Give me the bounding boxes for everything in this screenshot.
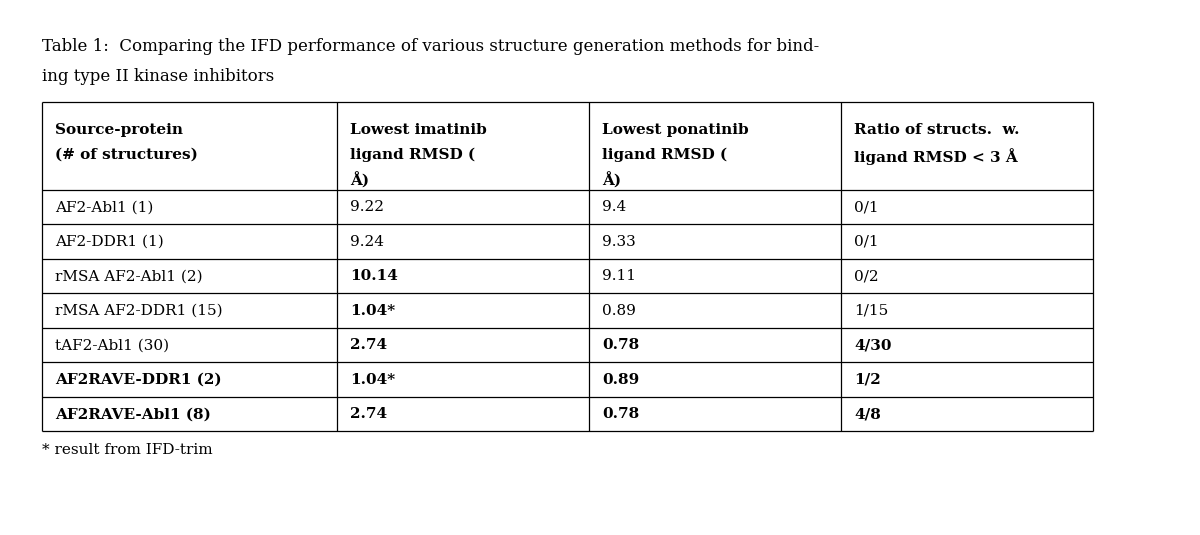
Text: * result from IFD-trim: * result from IFD-trim bbox=[42, 444, 212, 457]
Text: 10.14: 10.14 bbox=[350, 269, 398, 283]
Text: 2.74: 2.74 bbox=[350, 407, 388, 421]
Text: 9.22: 9.22 bbox=[350, 200, 384, 214]
Text: ing type II kinase inhibitors: ing type II kinase inhibitors bbox=[42, 68, 275, 85]
Text: Å): Å) bbox=[350, 172, 370, 188]
Text: rMSA AF2-DDR1 (15): rMSA AF2-DDR1 (15) bbox=[55, 304, 223, 318]
Text: 4/30: 4/30 bbox=[854, 338, 892, 352]
Text: ligand RMSD (: ligand RMSD ( bbox=[350, 148, 475, 162]
Text: 0/1: 0/1 bbox=[854, 235, 878, 249]
Text: AF2RAVE-Abl1 (8): AF2RAVE-Abl1 (8) bbox=[55, 407, 211, 421]
Text: 1.04*: 1.04* bbox=[350, 373, 395, 387]
Text: ligand RMSD (: ligand RMSD ( bbox=[602, 148, 727, 162]
Text: rMSA AF2-Abl1 (2): rMSA AF2-Abl1 (2) bbox=[55, 269, 203, 283]
Text: ligand RMSD < 3 Å: ligand RMSD < 3 Å bbox=[854, 148, 1018, 165]
Text: 4/8: 4/8 bbox=[854, 407, 881, 421]
Text: 0.89: 0.89 bbox=[602, 304, 636, 318]
Text: Lowest ponatinib: Lowest ponatinib bbox=[602, 123, 749, 137]
Text: 0.78: 0.78 bbox=[602, 407, 640, 421]
Text: 1/15: 1/15 bbox=[854, 304, 888, 318]
Text: AF2RAVE-DDR1 (2): AF2RAVE-DDR1 (2) bbox=[55, 373, 222, 387]
Text: 9.4: 9.4 bbox=[602, 200, 626, 214]
Text: 2.74: 2.74 bbox=[350, 338, 388, 352]
Text: Ratio of structs.  w.: Ratio of structs. w. bbox=[854, 123, 1020, 137]
Text: Å): Å) bbox=[602, 172, 622, 188]
Text: 0.89: 0.89 bbox=[602, 373, 640, 387]
Text: tAF2-Abl1 (30): tAF2-Abl1 (30) bbox=[55, 338, 169, 352]
Text: 0/1: 0/1 bbox=[854, 200, 878, 214]
Text: 1/2: 1/2 bbox=[854, 373, 881, 387]
Text: AF2-DDR1 (1): AF2-DDR1 (1) bbox=[55, 235, 163, 249]
Text: Lowest imatinib: Lowest imatinib bbox=[350, 123, 487, 137]
Text: 0/2: 0/2 bbox=[854, 269, 878, 283]
Text: (# of structures): (# of structures) bbox=[55, 148, 198, 162]
Text: 9.24: 9.24 bbox=[350, 235, 384, 249]
Text: Table 1:  Comparing the IFD performance of various structure generation methods : Table 1: Comparing the IFD performance o… bbox=[42, 38, 820, 55]
Text: 9.11: 9.11 bbox=[602, 269, 636, 283]
Text: Source-protein: Source-protein bbox=[55, 123, 182, 137]
Text: 9.33: 9.33 bbox=[602, 235, 636, 249]
Text: 0.78: 0.78 bbox=[602, 338, 640, 352]
Text: 1.04*: 1.04* bbox=[350, 304, 395, 318]
Text: AF2-Abl1 (1): AF2-Abl1 (1) bbox=[55, 200, 154, 214]
